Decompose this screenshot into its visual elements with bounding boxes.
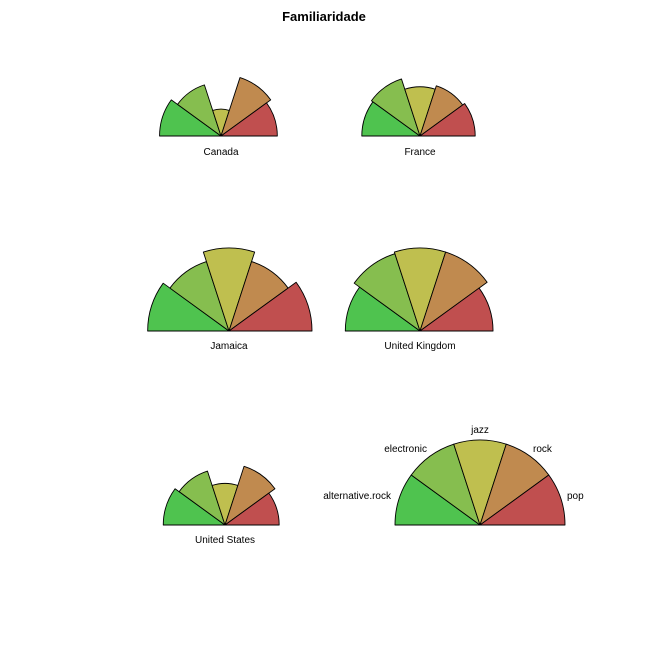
panel-jamaica: Jamaica — [147, 247, 313, 352]
panel-united-states-wedge-electronic — [178, 470, 226, 526]
panel-united-states: United States — [162, 465, 280, 546]
panel-united-states-wedge-pop — [224, 492, 280, 526]
panel-united-states-wedge-rock — [224, 465, 276, 526]
panel-label-canada: Canada — [203, 147, 238, 158]
panel-jamaica-wedge-alternative-rock — [147, 282, 230, 332]
legend-label-rock: rock — [533, 444, 553, 455]
panel-united-states-wedge-alternative-rock — [162, 488, 226, 526]
panel-canada: Canada — [159, 77, 278, 158]
legend-label-jazz: jazz — [470, 425, 489, 436]
panels-group: Canada France Jamaica United Kingdom United … — [147, 77, 494, 546]
panel-france-wedge-electronic — [371, 78, 421, 137]
panel-label-united-kingdom: United Kingdom — [384, 341, 455, 352]
panel-united-kingdom: United Kingdom — [344, 247, 494, 352]
chart-title: Familiaridade — [282, 9, 366, 24]
panel-label-united-states: United States — [195, 535, 255, 546]
panel-label-france: France — [404, 147, 436, 158]
legend-label-pop: pop — [567, 491, 584, 502]
panel-france: France — [361, 78, 476, 158]
panel-canada-wedge-alternative-rock — [159, 99, 222, 137]
panel-france-wedge-pop — [419, 103, 476, 137]
panel-label-jamaica: Jamaica — [210, 341, 248, 352]
panel-jamaica-wedge-jazz — [202, 247, 256, 332]
panel-united-kingdom-wedge-rock — [419, 251, 488, 332]
panel-canada-wedge-pop — [220, 102, 278, 137]
panel-canada-wedge-electronic — [177, 84, 222, 137]
legend-label-alternative-rock: alternative.rock — [323, 491, 392, 502]
panel-canada-wedge-rock — [220, 77, 272, 137]
panel-united-kingdom-wedge-pop — [419, 287, 494, 332]
legend-wedge-pop — [479, 474, 566, 526]
legend-group: alternative.rock electronic jazz rock pop — [323, 425, 584, 526]
panel-jamaica-wedge-pop — [228, 281, 313, 332]
legend-label-electronic: electronic — [384, 444, 427, 455]
